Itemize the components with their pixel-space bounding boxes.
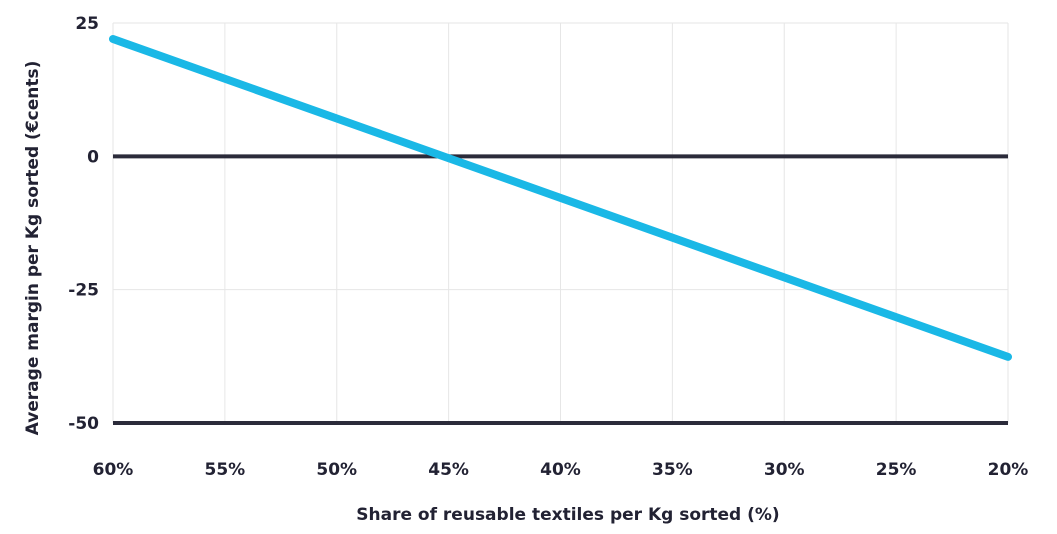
- y-axis-title: Average margin per Kg sorted (€cents): [23, 61, 43, 436]
- y-tick-label: 0: [87, 147, 99, 167]
- x-tick-label: 55%: [205, 460, 246, 480]
- x-tick-label: 50%: [316, 460, 357, 480]
- y-tick-label: 25: [75, 14, 99, 34]
- x-tick-labels: 60% 55% 50% 45% 40% 35% 30% 25% 20%: [93, 460, 1029, 480]
- series-layer: [109, 35, 1012, 361]
- y-tick-label: -50: [68, 414, 99, 434]
- x-tick-label: 45%: [428, 460, 469, 480]
- x-tick-label: 35%: [652, 460, 693, 480]
- y-tick-label: -25: [68, 281, 99, 301]
- x-tick-label: 25%: [876, 460, 917, 480]
- reference-lines: [113, 154, 1008, 425]
- grid: [112, 22, 1009, 423]
- x-tick-label: 40%: [540, 460, 581, 480]
- x-tick-label: 30%: [764, 460, 805, 480]
- x-axis-title: Share of reusable textiles per Kg sorted…: [356, 505, 779, 525]
- x-tick-label: 20%: [988, 460, 1029, 480]
- y-tick-labels: 25 0 -25 -50: [68, 14, 99, 434]
- series-line: [109, 35, 1012, 361]
- x-tick-label: 60%: [93, 460, 134, 480]
